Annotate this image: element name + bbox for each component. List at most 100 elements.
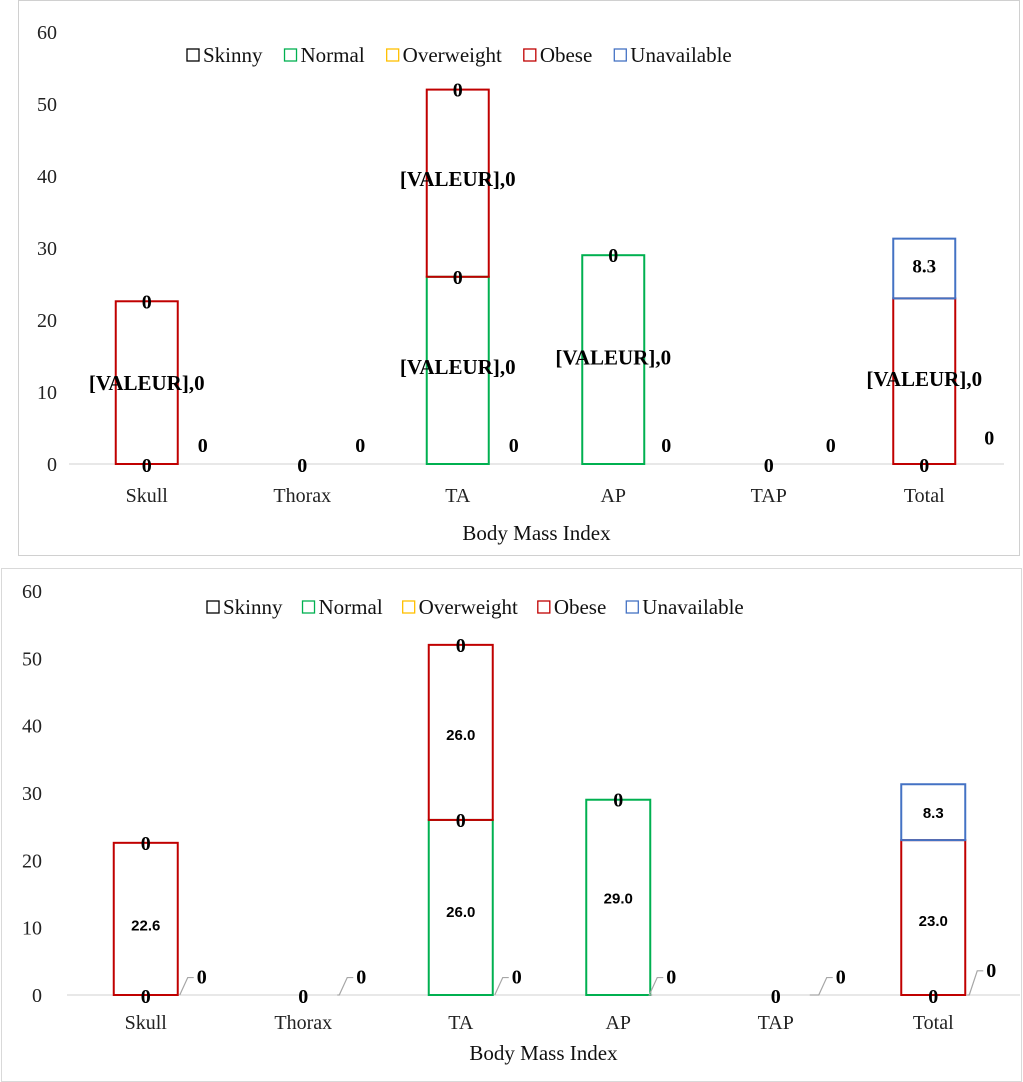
data-label-value: 26.0 [446, 904, 475, 921]
x-tick-label: AP [600, 485, 626, 507]
data-label-zero: 0 [984, 428, 994, 450]
legend-swatch [283, 48, 298, 62]
y-tick-label: 30 [37, 238, 57, 260]
data-label-zero: 0 [608, 245, 618, 267]
data-label-zero: 0 [928, 986, 938, 1008]
x-tick-label: TA [448, 1012, 474, 1034]
legend-entry: Overweight [403, 43, 502, 67]
bar-segment [425, 88, 490, 278]
chart-top-svg: 0 10 20 30 40 50 60 Skull Thorax TA AP TAP Total Body… [37, 22, 1004, 545]
data-label-zero: 0 [198, 435, 208, 457]
data-label-zero: 0 [355, 435, 365, 457]
x-tick-label: AP [605, 1012, 631, 1034]
data-label-zero: 0 [826, 435, 836, 457]
data-label-zero: 0 [836, 967, 846, 989]
legend-entry: Skinny [223, 595, 283, 619]
data-label-zero: 0 [142, 455, 152, 477]
y-tick-label: 40 [22, 716, 42, 738]
data-label-zero: 0 [666, 967, 676, 989]
data-label-zero: 0 [919, 455, 929, 477]
data-label-value: 22.6 [131, 918, 160, 935]
y-tick-label: 50 [37, 94, 57, 116]
leader-line [494, 976, 509, 996]
x-tick-label: TAP [751, 485, 787, 507]
data-label-value: [VALEUR],0 [866, 367, 982, 391]
x-tick-label: Thorax [274, 1012, 332, 1034]
bar-segment [581, 254, 646, 465]
x-tick-label: Total [913, 1012, 954, 1034]
bar-segment [585, 798, 652, 996]
data-label-zero: 0 [142, 291, 152, 313]
y-tick-label: 60 [22, 581, 42, 603]
x-tick-label: Total [904, 485, 945, 507]
data-label-value: 26.0 [446, 727, 475, 744]
data-label-zero: 0 [197, 967, 207, 989]
y-tick-label: 20 [37, 310, 57, 332]
legend-swatch [386, 48, 400, 62]
data-label-value: [VALEUR],0 [555, 346, 671, 370]
legend-entry: Obese [554, 595, 606, 619]
legend-swatch [613, 48, 627, 62]
x-axis-title: Body Mass Index [462, 521, 611, 545]
data-label-zero: 0 [764, 455, 774, 477]
x-tick-label: Thorax [273, 485, 331, 507]
bar-segment [900, 783, 967, 842]
data-label-zero: 0 [771, 986, 781, 1008]
data-label-zero: 0 [141, 833, 151, 855]
data-label-zero: 0 [456, 810, 466, 832]
data-label-zero: 0 [512, 967, 522, 989]
data-label-zero: 0 [356, 967, 366, 989]
bar-segment [427, 643, 494, 821]
data-label-value: 29.0 [604, 891, 633, 908]
data-label-zero: 0 [298, 986, 308, 1008]
leader-line [179, 976, 194, 996]
data-label-zero: 0 [456, 635, 466, 657]
bar-segment [892, 237, 957, 300]
legend-entry: Overweight [419, 595, 518, 619]
legend-swatch [301, 600, 316, 614]
chart-bottom-svg: 0 10 20 30 40 50 60 Skull Thorax TA AP TAP Total Body… [22, 581, 1020, 1065]
x-tick-label: Skull [125, 1012, 168, 1034]
legend-swatch [206, 600, 220, 614]
data-label-zero: 0 [986, 960, 996, 982]
x-axis-title: Body Mass Index [469, 1041, 618, 1065]
data-label-value: [VALEUR],0 [400, 167, 516, 191]
legend-swatch [537, 600, 551, 614]
chart-panel-top: 0 10 20 30 40 50 60 Skull Thorax TA AP TAP Total Body… [18, 0, 1020, 556]
leader-line [967, 970, 984, 996]
x-tick-label: TA [445, 485, 471, 507]
y-tick-label: 20 [22, 850, 42, 872]
data-label-value: [VALEUR],0 [400, 355, 516, 379]
data-label-value: 8.3 [912, 256, 936, 277]
data-label-zero: 0 [613, 790, 623, 812]
legend-entry: Skinny [203, 43, 263, 67]
legend-swatch [625, 600, 639, 614]
leader-line [809, 976, 833, 996]
y-tick-label: 0 [47, 454, 57, 476]
legend-swatch [186, 48, 200, 62]
y-tick-label: 10 [22, 918, 42, 940]
y-tick-label: 60 [37, 22, 57, 44]
legend-swatch [523, 48, 537, 62]
bar-segment [114, 300, 179, 465]
x-tick-label: Skull [126, 485, 169, 507]
legend-entry: Unavailable [642, 595, 743, 619]
legend-entry: Normal [319, 595, 383, 619]
leader-line [337, 976, 354, 996]
data-label-value: [VALEUR],0 [89, 371, 205, 395]
legend-swatch [402, 600, 416, 614]
legend-entry: Obese [540, 43, 592, 67]
y-tick-label: 30 [22, 783, 42, 805]
y-tick-label: 10 [37, 382, 57, 404]
data-label-zero: 0 [453, 267, 463, 289]
y-tick-label: 0 [32, 985, 42, 1007]
data-label-value: 8.3 [923, 805, 944, 822]
data-label-zero: 0 [661, 435, 671, 457]
y-tick-label: 50 [22, 648, 42, 670]
data-label-zero: 0 [141, 986, 151, 1008]
legend-entry: Unavailable [630, 43, 731, 67]
data-label-zero: 0 [509, 435, 519, 457]
data-label-zero: 0 [297, 455, 307, 477]
chart-panel-bottom: 0 10 20 30 40 50 60 Skull Thorax TA AP TAP Total Body… [1, 568, 1022, 1082]
x-tick-label: TAP [758, 1012, 794, 1034]
